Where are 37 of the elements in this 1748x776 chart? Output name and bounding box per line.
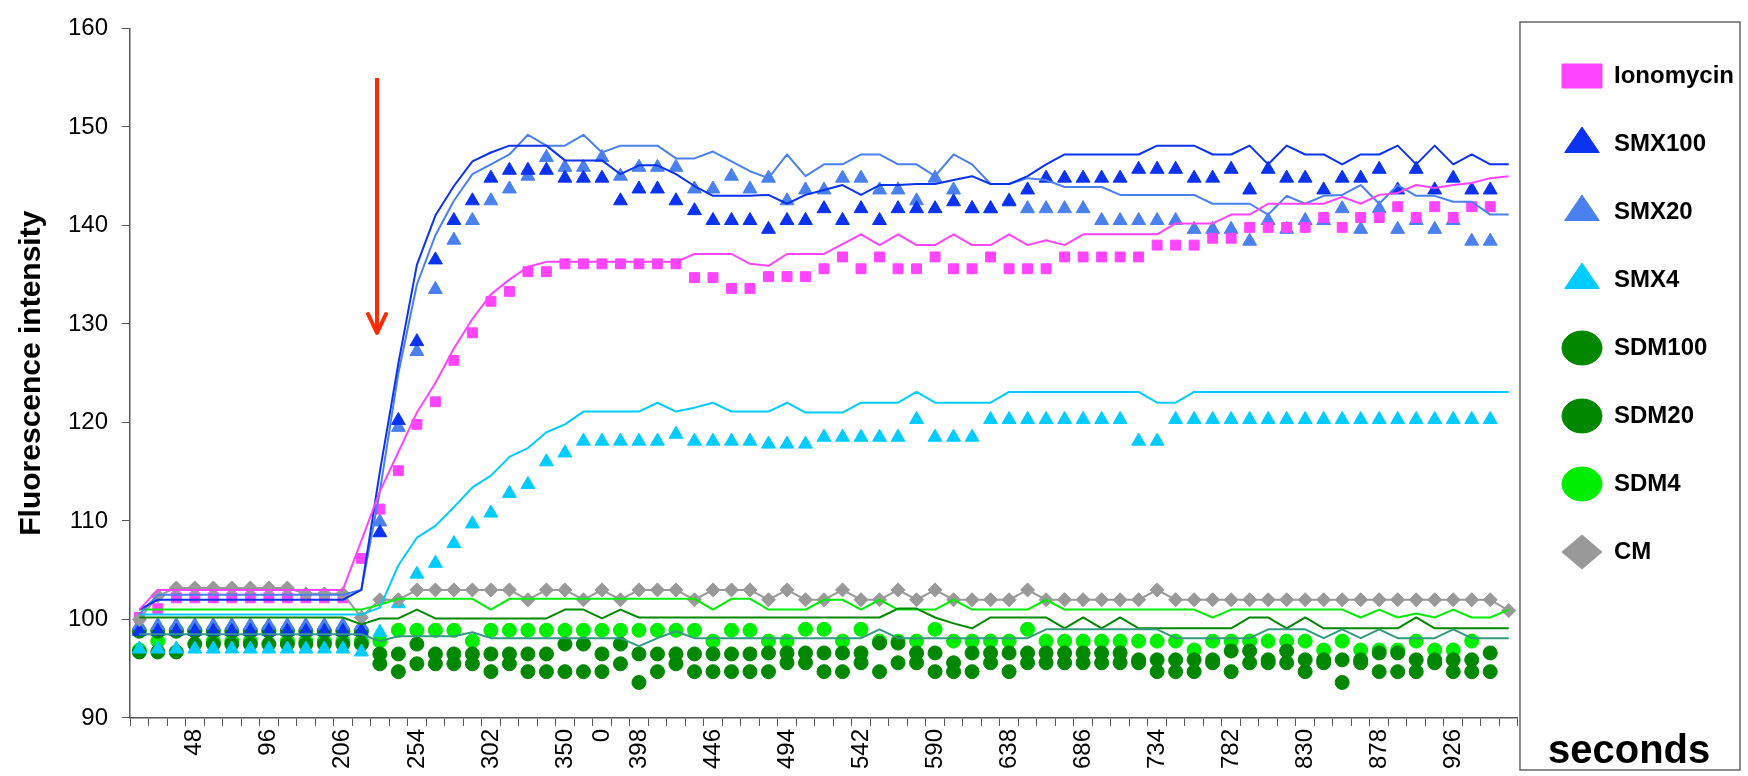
x-tick-label: 254 — [401, 728, 429, 769]
x-tick-label: 734 — [1141, 728, 1169, 769]
y-axis-title: Fluorescence intensity — [13, 210, 47, 536]
y-tick-label: 150 — [68, 111, 109, 139]
y-tick-label: 90 — [81, 702, 109, 730]
legend-label: SMX20 — [1613, 196, 1693, 224]
y-tick-label: 130 — [68, 308, 109, 336]
x-tick-label: 96 — [253, 728, 281, 756]
x-tick-label: 926 — [1437, 728, 1465, 769]
x-tick-label: 638 — [993, 728, 1021, 769]
x-tick-label: 350 — [549, 728, 577, 769]
legend-label: SDM20 — [1613, 400, 1695, 428]
x-tick-label: 542 — [845, 728, 873, 769]
legend-label: SMX4 — [1613, 264, 1680, 292]
y-tick-label: 160 — [68, 13, 109, 41]
y-tick-label: 120 — [68, 407, 109, 435]
y-tick-label: 110 — [69, 505, 109, 533]
x-tick-label: 48 — [179, 728, 207, 756]
legend-label: Ionomycin — [1613, 60, 1734, 88]
x-tick-label: 686 — [1067, 728, 1095, 769]
x-tick-label: 782 — [1215, 728, 1243, 769]
x-tick-label: 878 — [1363, 728, 1391, 769]
x-tick-label: 590 — [919, 728, 947, 769]
x-tick-label: 494 — [771, 728, 799, 769]
y-tick-label: 100 — [68, 604, 109, 632]
legend-label: CM — [1613, 536, 1652, 564]
x-tick-label: 398 — [623, 728, 651, 769]
x-tick-label: 302 — [475, 728, 503, 769]
x-tick-label: 206 — [327, 728, 355, 769]
legend-label: SDM4 — [1613, 468, 1682, 496]
x-tick-label: 830 — [1289, 728, 1317, 769]
x-axis-title: seconds — [1547, 727, 1711, 772]
x-tick-label: 0 — [586, 728, 614, 743]
legend-label: SMX100 — [1613, 128, 1707, 156]
x-tick-label: 446 — [697, 728, 725, 769]
y-tick-label: 140 — [68, 210, 109, 238]
legend-label: SDM100 — [1613, 332, 1708, 360]
